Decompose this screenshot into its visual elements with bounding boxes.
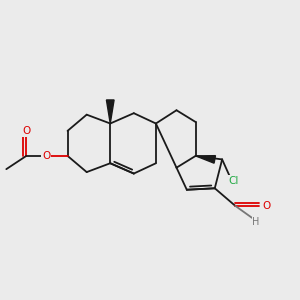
Text: H: H bbox=[252, 217, 260, 227]
Text: O: O bbox=[262, 201, 270, 211]
Polygon shape bbox=[106, 100, 114, 124]
Polygon shape bbox=[196, 156, 215, 163]
Text: O: O bbox=[42, 151, 50, 161]
Text: O: O bbox=[22, 126, 31, 136]
Text: Cl: Cl bbox=[229, 176, 239, 186]
